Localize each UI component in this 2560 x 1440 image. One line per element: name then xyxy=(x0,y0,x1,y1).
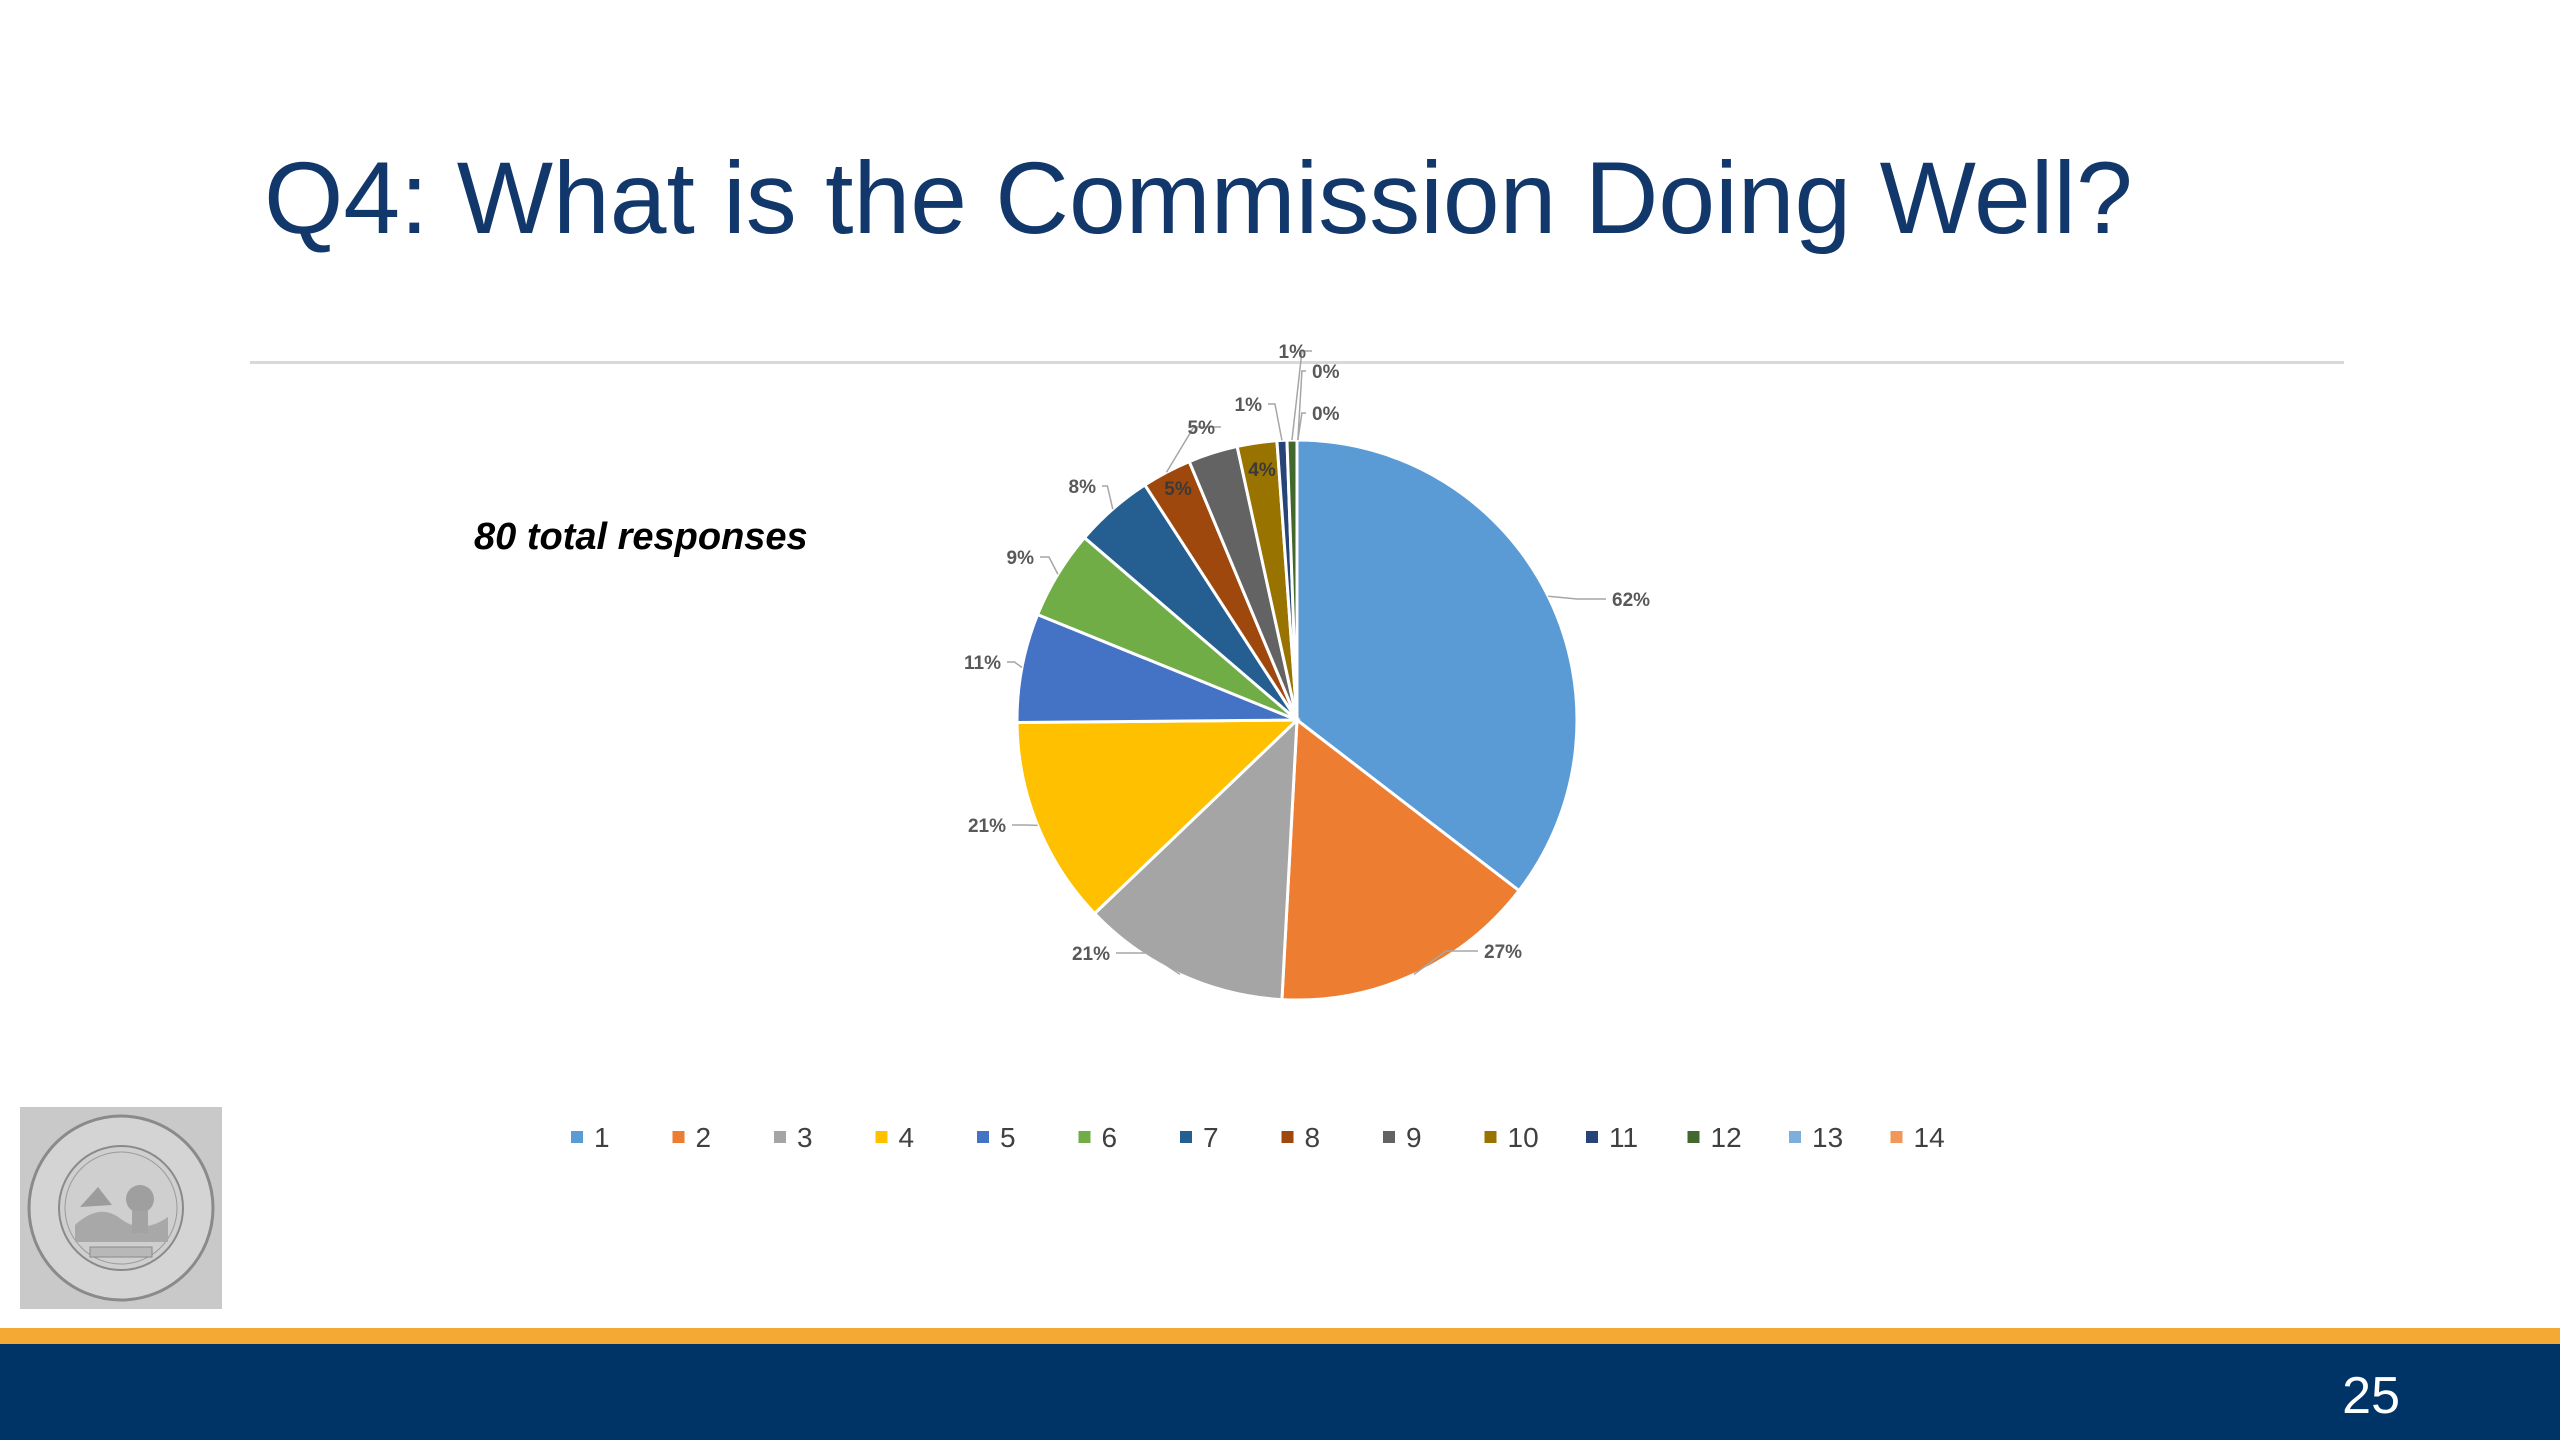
legend-swatch-12 xyxy=(1687,1131,1700,1143)
legend-label-9: 9 xyxy=(1406,1122,1422,1153)
legend-label-5: 5 xyxy=(1000,1122,1016,1153)
legend-label-4: 4 xyxy=(899,1122,915,1153)
label-leader-lines xyxy=(1007,350,1606,976)
pie-slice-4 xyxy=(1015,718,1301,916)
data-label-4: 21% xyxy=(968,816,1006,837)
data-label-3: 21% xyxy=(1072,944,1110,965)
data-label-9: 5% xyxy=(1164,479,1192,500)
leader-line-3 xyxy=(1116,952,1181,976)
pie-slice-3 xyxy=(1092,716,1299,1002)
slide-title: Q4: What is the Commission Doing Well? xyxy=(264,141,2133,255)
data-label-6: 9% xyxy=(1007,548,1035,569)
legend-label-10: 10 xyxy=(1508,1122,1539,1153)
data-label-14: 0% xyxy=(1312,404,1340,425)
legend-label-14: 14 xyxy=(1914,1122,1945,1153)
leader-line-5 xyxy=(1007,661,1023,669)
legend-label-2: 2 xyxy=(696,1122,712,1153)
data-label-7: 8% xyxy=(1069,477,1097,498)
legend-swatch-1 xyxy=(571,1131,583,1143)
leader-line-1 xyxy=(1548,595,1606,600)
data-label-11: 1% xyxy=(1235,395,1263,416)
title-divider xyxy=(250,361,2344,364)
legend-swatch-5 xyxy=(977,1131,989,1143)
leader-line-8 xyxy=(1165,426,1221,473)
data-label-13: 0% xyxy=(1312,362,1340,383)
leader-line-2 xyxy=(1413,950,1478,976)
legend-swatch-8 xyxy=(1281,1131,1294,1143)
leader-line-13 xyxy=(1297,370,1306,441)
pie-slice-1 xyxy=(1295,438,1579,893)
data-label-5: 11% xyxy=(964,653,1001,674)
data-labels: 62%27%21%21%11%9%8%5%5%4%1%1%0%0% xyxy=(964,342,1650,965)
legend-label-1: 1 xyxy=(594,1122,610,1153)
footer-bar xyxy=(0,1344,2560,1440)
data-label-8: 5% xyxy=(1188,418,1216,439)
legend-swatch-9 xyxy=(1383,1131,1395,1143)
legend-swatch-3 xyxy=(774,1131,786,1143)
legend-swatch-13 xyxy=(1789,1131,1801,1143)
total-responses-note: 80 total responses xyxy=(474,516,808,558)
chart-legend: 1 2 3 4 5 6 7 8 9 10 11 12 13 14 xyxy=(571,1122,1945,1153)
pie-slices xyxy=(1015,438,1579,1002)
legend-label-8: 8 xyxy=(1305,1122,1321,1153)
data-label-12: 1% xyxy=(1279,342,1307,363)
leader-line-14 xyxy=(1297,412,1306,441)
legend-label-3: 3 xyxy=(797,1122,813,1153)
legend-label-13: 13 xyxy=(1812,1122,1843,1153)
data-label-1: 62% xyxy=(1612,590,1650,611)
legend-swatch-4 xyxy=(875,1131,888,1143)
data-label-2: 27% xyxy=(1484,942,1522,963)
legend-swatch-6 xyxy=(1078,1131,1091,1143)
leader-line-11 xyxy=(1268,403,1283,441)
legend-label-12: 12 xyxy=(1711,1122,1742,1153)
leader-line-6 xyxy=(1040,556,1059,575)
leader-line-12 xyxy=(1291,350,1312,441)
data-label-10: 4% xyxy=(1248,460,1276,481)
legend-swatch-11 xyxy=(1586,1131,1598,1143)
legend-swatch-2 xyxy=(672,1131,685,1143)
legend-label-6: 6 xyxy=(1102,1122,1118,1153)
page-number: 25 xyxy=(2342,1367,2400,1425)
legend-label-11: 11 xyxy=(1609,1122,1638,1153)
leader-line-7 xyxy=(1102,485,1114,510)
commission-seal-logo xyxy=(20,1107,222,1309)
footer-accent-bar xyxy=(0,1328,2560,1344)
legend-label-7: 7 xyxy=(1203,1122,1219,1153)
legend-swatch-7 xyxy=(1180,1131,1192,1143)
legend-swatch-14 xyxy=(1890,1131,1903,1143)
legend-swatch-10 xyxy=(1484,1131,1497,1143)
